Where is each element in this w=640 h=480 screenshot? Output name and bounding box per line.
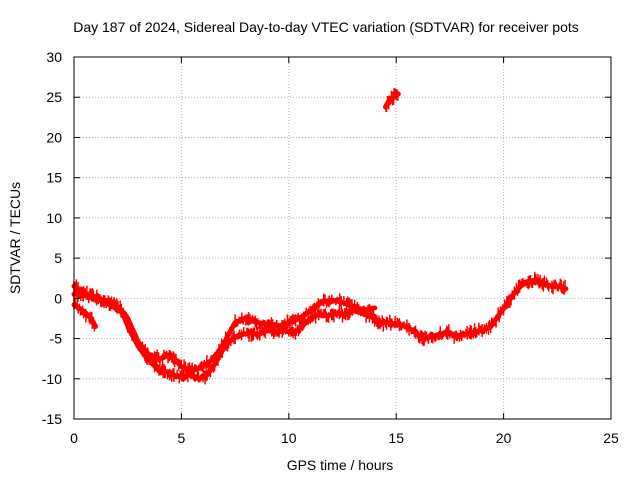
x-tick-label: 25 (603, 430, 619, 446)
y-axis-label: SDTVAR / TECUs (7, 182, 23, 294)
y-tick-label: 25 (46, 89, 62, 105)
x-tick-label: 0 (70, 430, 78, 446)
x-tick-label: 10 (281, 430, 297, 446)
y-tick-label: 20 (46, 129, 62, 145)
y-tick-label: -5 (50, 331, 63, 347)
x-axis-label: GPS time / hours (287, 457, 394, 473)
y-tick-label: -10 (42, 371, 62, 387)
y-tick-label: 10 (46, 210, 62, 226)
series-track-lower-branch (71, 297, 98, 332)
plot-frame (73, 56, 612, 420)
grid (74, 57, 611, 419)
series-line (71, 278, 569, 382)
series-track-outlier (382, 88, 401, 113)
y-tick-label: -15 (42, 411, 62, 427)
y-tick-label: 30 (46, 49, 62, 65)
series-track-main (71, 271, 569, 385)
x-tick-label: 5 (178, 430, 186, 446)
x-tick-label: 20 (496, 430, 512, 446)
ticks: 0 5 10 15 20 25 -15 -10 -5 0 5 10 15 20 25 30 (42, 49, 619, 446)
y-tick-label: 0 (54, 290, 62, 306)
chart-title: Day 187 of 2024, Sidereal Day-to-day VTE… (73, 19, 579, 35)
x-tick-label: 15 (388, 430, 404, 446)
y-tick-label: 15 (46, 170, 62, 186)
series-track-upper-branch (71, 288, 378, 376)
y-tick-label: 5 (54, 250, 62, 266)
series-layer (71, 88, 569, 385)
